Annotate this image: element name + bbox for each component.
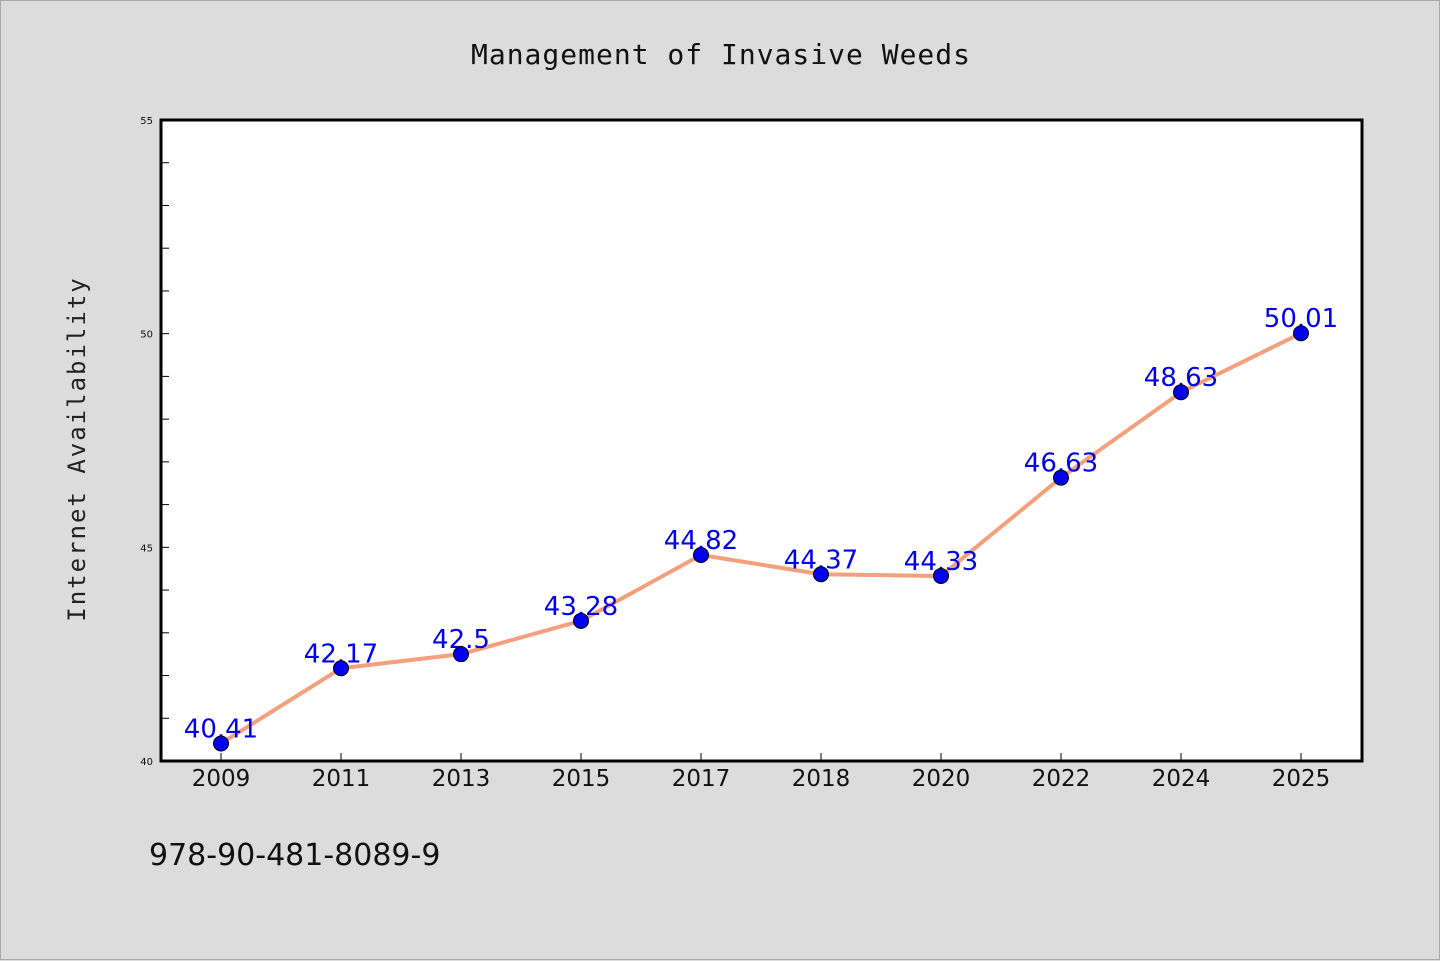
x-tick-label: 2024 [1152, 766, 1211, 792]
plot-area [161, 120, 1362, 761]
x-tick-label: 2017 [672, 766, 731, 792]
data-point [333, 660, 349, 677]
x-tick-label: 2013 [432, 766, 491, 792]
x-tick-label: 2009 [192, 766, 251, 792]
x-tick-labels: 2009 2011 2013 2015 2017 2018 2020 2022 2024 2025 [192, 766, 1331, 792]
data-point [1293, 325, 1309, 342]
x-tick-label: 2018 [792, 766, 851, 792]
y-axis-label: Internet Availability [63, 276, 91, 621]
data-point [453, 646, 469, 663]
data-point [813, 566, 829, 583]
y-tick-label: 50 [140, 330, 153, 341]
data-point [693, 547, 709, 564]
x-tick-label: 2025 [1272, 766, 1331, 792]
data-point [573, 612, 589, 629]
series-line [219, 331, 1303, 746]
x-tick-label: 2020 [912, 766, 971, 792]
data-markers [213, 325, 1309, 752]
isbn-text: 978-90-481-8089-9 [149, 838, 440, 873]
plot-frame [159, 118, 1364, 763]
x-tick-label: 2011 [312, 766, 371, 792]
data-point [933, 567, 949, 584]
data-point [213, 735, 229, 752]
y-tick-label: 45 [140, 543, 153, 554]
x-tick-label: 2015 [552, 766, 611, 792]
y-tick-label: 55 [140, 116, 153, 127]
data-point [1173, 384, 1189, 401]
chart-title: Management of Invasive Weeds [471, 38, 971, 71]
y-tick-label: 40 [140, 757, 153, 768]
y-tick-labels: 40 45 50 55 [140, 116, 153, 768]
x-tick-label: 2022 [1032, 766, 1091, 792]
data-point [1053, 469, 1069, 486]
